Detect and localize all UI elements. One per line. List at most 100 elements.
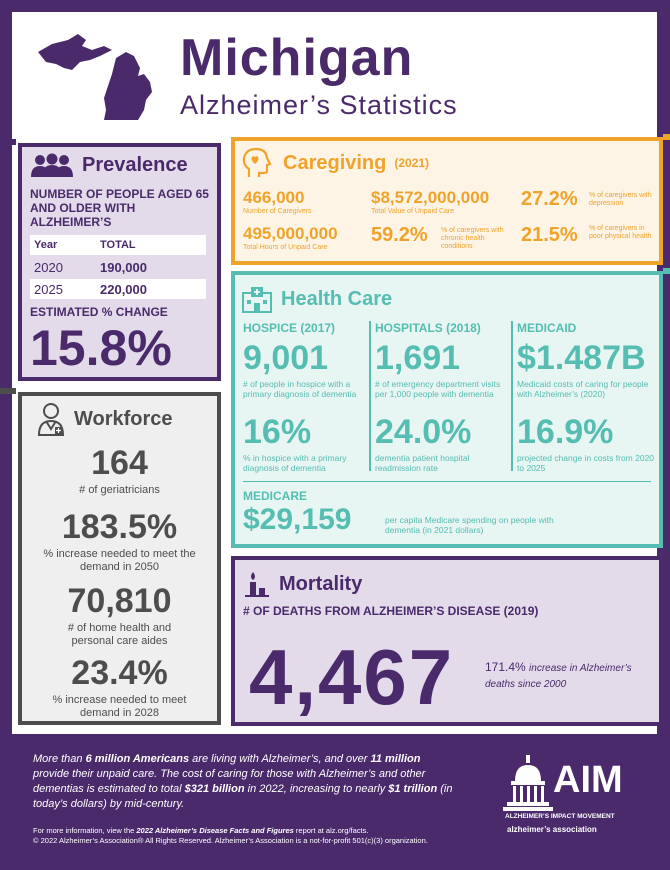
workforce-heading: Workforce bbox=[36, 402, 173, 436]
caregiving-heading: Caregiving (2021) bbox=[241, 147, 429, 179]
footer-report-title: 2022 Alzheimer’s Disease Facts and Figur… bbox=[136, 826, 294, 835]
medicare-spending-label: per capita Medicare spending on people w… bbox=[385, 515, 554, 535]
footer-text: report at alz.org/facts. bbox=[293, 826, 369, 835]
prevalence-title: Prevalence bbox=[82, 153, 188, 176]
deaths-count: 4,467 bbox=[249, 633, 455, 721]
aim-wordmark: AIM bbox=[553, 759, 623, 801]
candle-icon bbox=[245, 572, 269, 597]
medicaid-costs-label: Medicaid costs of caring for people with… bbox=[517, 379, 649, 399]
michigan-map-icon bbox=[38, 34, 152, 120]
association-logo-text: alzheimer’s association bbox=[507, 825, 597, 834]
poor-health-pct: 21.5% bbox=[521, 224, 578, 246]
mortality-heading: Mortality bbox=[243, 570, 362, 598]
column-divider bbox=[369, 321, 371, 471]
poor-health-pct-label: % of caregivers in poor physical health bbox=[589, 225, 652, 240]
table-header: Year TOTAL bbox=[30, 235, 206, 255]
deaths-label: # OF DEATHS FROM ALZHEIMER’S DISEASE (20… bbox=[243, 604, 539, 618]
workforce-band-left bbox=[0, 388, 16, 394]
stat-value: 183.5% bbox=[61, 508, 178, 546]
page-subtitle: Alzheimer’s Statistics bbox=[180, 90, 458, 120]
health-band-right bbox=[663, 268, 670, 274]
workforce-title: Workforce bbox=[74, 407, 173, 430]
aim-logo: AIM ALZHEIMER’S IMPACT MOVEMENT alzheime… bbox=[493, 755, 643, 840]
estimated-change-label: ESTIMATED % CHANGE bbox=[30, 305, 168, 319]
stat-value: 70,810 bbox=[67, 582, 172, 620]
row-total: 220,000 bbox=[100, 281, 147, 297]
caregivers-count: 466,000 bbox=[243, 188, 305, 207]
footer-highlight: 6 million Americans bbox=[85, 753, 190, 765]
stat-label: # of geriatricians bbox=[79, 484, 160, 496]
footer-text: More than bbox=[33, 753, 86, 765]
hospice-count: 9,001 bbox=[243, 339, 329, 377]
medicaid-change-label: projected change in costs from 2020 to 2… bbox=[517, 453, 655, 473]
mortality-title: Mortality bbox=[279, 572, 363, 595]
people-icon bbox=[31, 153, 73, 177]
readmission-rate-label: dementia patient hospital readmission ra… bbox=[375, 453, 470, 473]
workforce-stat-aide-increase: 23.4% % increase needed to meet demand i… bbox=[22, 656, 217, 720]
hospice-count-label: # of people in hospice with a primary di… bbox=[243, 379, 357, 399]
caregiving-band-right bbox=[663, 134, 670, 140]
deaths-increase-pct: 171.4% bbox=[485, 660, 526, 674]
depression-pct-label: % of caregivers with depression bbox=[589, 192, 652, 207]
hospital-icon bbox=[242, 287, 272, 313]
unpaid-care-value-label: Total Value of Unpaid Care bbox=[371, 208, 455, 215]
doctor-icon bbox=[37, 403, 65, 436]
chronic-pct-label: % of caregivers with chronic health cond… bbox=[441, 227, 504, 250]
footer-summary: More than 6 million Americans are living… bbox=[33, 752, 453, 812]
deaths-increase: 171.4% increase in Alzheimer’s deaths si… bbox=[485, 660, 645, 692]
hospice-pct-label: % in hospice with a primary diagnosis of… bbox=[243, 453, 347, 473]
table-row: 2025 220,000 bbox=[30, 279, 206, 299]
footer-text: provide their unpaid care. The cost of c… bbox=[33, 768, 426, 795]
footer-text: in 2022, increasing to nearly bbox=[244, 783, 389, 795]
row-year: 2025 bbox=[34, 281, 63, 297]
er-visits-label: # of emergency department visits per 1,0… bbox=[375, 379, 501, 399]
unpaid-hours: 495,000,000 bbox=[243, 224, 338, 243]
row-total: 190,000 bbox=[100, 259, 147, 275]
workforce-stat-aides: 70,810 # of home health and personal car… bbox=[22, 584, 217, 648]
table-row: 2020 190,000 bbox=[30, 257, 206, 277]
er-visits: 1,691 bbox=[375, 339, 461, 377]
footer-text: (in today’s dollars) by mid-century. bbox=[33, 783, 453, 810]
workforce-panel: Workforce 164 # of geriatricians 183.5% … bbox=[18, 392, 221, 725]
footer-more-info: For more information, view the 2022 Alzh… bbox=[33, 826, 503, 836]
col-total: TOTAL bbox=[100, 239, 136, 251]
medicaid-title: MEDICAID bbox=[517, 321, 577, 335]
deaths-increase-label: increase in Alzheimer’s deaths since 200… bbox=[485, 663, 632, 690]
unpaid-care-value: $8,572,000,000 bbox=[371, 188, 490, 207]
workforce-stat-geriatrician-increase: 183.5% % increase needed to meet the dem… bbox=[22, 510, 217, 574]
stat-label: # of home health and personal care aides bbox=[67, 622, 172, 647]
caregivers-count-label: Number of Caregivers bbox=[243, 208, 312, 215]
prevalence-panel: Prevalence NUMBER OF PEOPLE AGED 65 AND … bbox=[18, 143, 221, 381]
page-title: Michigan bbox=[180, 29, 414, 87]
capitol-icon bbox=[503, 755, 553, 811]
depression-pct: 27.2% bbox=[521, 188, 578, 210]
prevalence-heading: Prevalence bbox=[30, 153, 188, 177]
aim-subtitle: ALZHEIMER’S IMPACT MOVEMENT bbox=[505, 813, 615, 820]
readmission-rate: 24.0% bbox=[375, 413, 472, 451]
medicaid-change: 16.9% bbox=[517, 413, 614, 451]
row-divider bbox=[243, 481, 651, 482]
stat-label: % increase needed to meet the demand in … bbox=[43, 548, 196, 573]
row-year: 2020 bbox=[34, 259, 63, 275]
head-heart-icon bbox=[242, 147, 272, 177]
hospitals-title: HOSPITALS (2018) bbox=[375, 321, 481, 335]
footer-highlight: $1 trillion bbox=[388, 783, 438, 795]
medicare-title: MEDICARE bbox=[243, 489, 308, 503]
stat-value: 164 bbox=[91, 444, 148, 482]
footer-text: For more information, view the bbox=[33, 826, 137, 835]
caregiving-panel: Caregiving (2021) 466,000 Number of Care… bbox=[231, 137, 663, 265]
caregiving-year: (2021) bbox=[394, 156, 430, 170]
footer-text: are living with Alzheimer’s, and over bbox=[189, 753, 371, 765]
unpaid-hours-label: Total Hours of Unpaid Care bbox=[243, 244, 328, 251]
prevalence-table: Year TOTAL 2020 190,000 2025 220,000 bbox=[30, 235, 206, 301]
footer-credits: For more information, view the 2022 Alzh… bbox=[33, 826, 503, 846]
health-care-title: Health Care bbox=[281, 287, 393, 310]
footer-highlight: 11 million bbox=[370, 753, 421, 765]
hospice-title: HOSPICE (2017) bbox=[243, 321, 336, 335]
prevalence-band-left bbox=[0, 139, 16, 145]
footer-copyright: © 2022 Alzheimer’s Association® All Righ… bbox=[33, 836, 428, 845]
prevalence-label: NUMBER OF PEOPLE AGED 65 AND OLDER WITH … bbox=[30, 187, 209, 229]
estimated-change-value: 15.8% bbox=[30, 320, 172, 376]
workforce-stat-geriatricians: 164 # of geriatricians bbox=[22, 446, 217, 497]
mortality-panel: Mortality # OF DEATHS FROM ALZHEIMER’S D… bbox=[231, 556, 663, 726]
